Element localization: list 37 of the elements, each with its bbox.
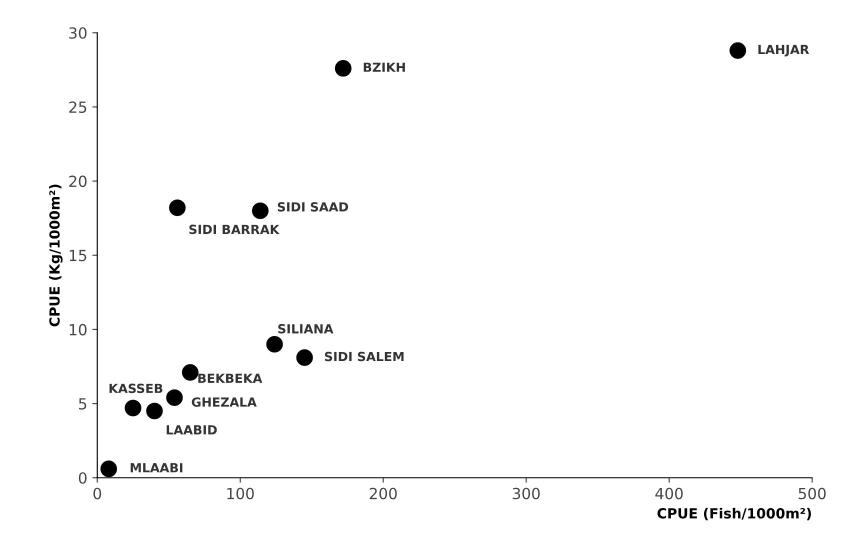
annotation: GHEZALA: [192, 397, 257, 407]
point: [166, 389, 183, 406]
annotation: BZIKH: [364, 62, 405, 72]
y-tick-label: 0: [78, 472, 87, 484]
point: [100, 460, 118, 478]
x-tick-label: 500: [798, 488, 826, 500]
annotation: SILIANA: [278, 324, 334, 334]
point: [266, 336, 283, 353]
annotation: LAABID: [166, 425, 217, 434]
y-tick-label: 5: [79, 398, 86, 410]
point: [334, 60, 352, 77]
x-axis-title: CPUE (Fish/1000m²): [657, 508, 811, 520]
x-tick-label: 0: [93, 488, 102, 500]
y-tick-label: 30: [69, 27, 87, 39]
y-tick-label: 10: [70, 324, 87, 336]
annotation: SIDI SAAD: [278, 202, 348, 212]
y-axis-title: CPUE (Kg/1000m²): [49, 184, 63, 326]
annotation: BEKBEKA: [198, 374, 262, 383]
point: [730, 42, 746, 59]
x-tick-label: 300: [512, 488, 540, 500]
annotation: LAHJAR: [758, 44, 810, 57]
x-tick-label: 200: [370, 488, 397, 500]
annotation: MLAABI: [130, 463, 182, 472]
annotation: SIDI BARRAK: [189, 224, 280, 234]
point: [182, 364, 199, 381]
x-tick-label: 100: [227, 488, 254, 500]
point: [124, 400, 142, 416]
annotation: KASSEB: [110, 384, 162, 394]
y-tick-label: 15: [70, 250, 86, 262]
y-tick-label: 20: [69, 176, 87, 188]
x-tick-label: 400: [655, 488, 683, 500]
point: [252, 202, 269, 220]
annotation: SIDI SALEM: [324, 352, 404, 362]
y-tick-label: 25: [69, 101, 86, 113]
point: [169, 199, 186, 216]
point: [296, 349, 313, 366]
point: [146, 402, 163, 420]
